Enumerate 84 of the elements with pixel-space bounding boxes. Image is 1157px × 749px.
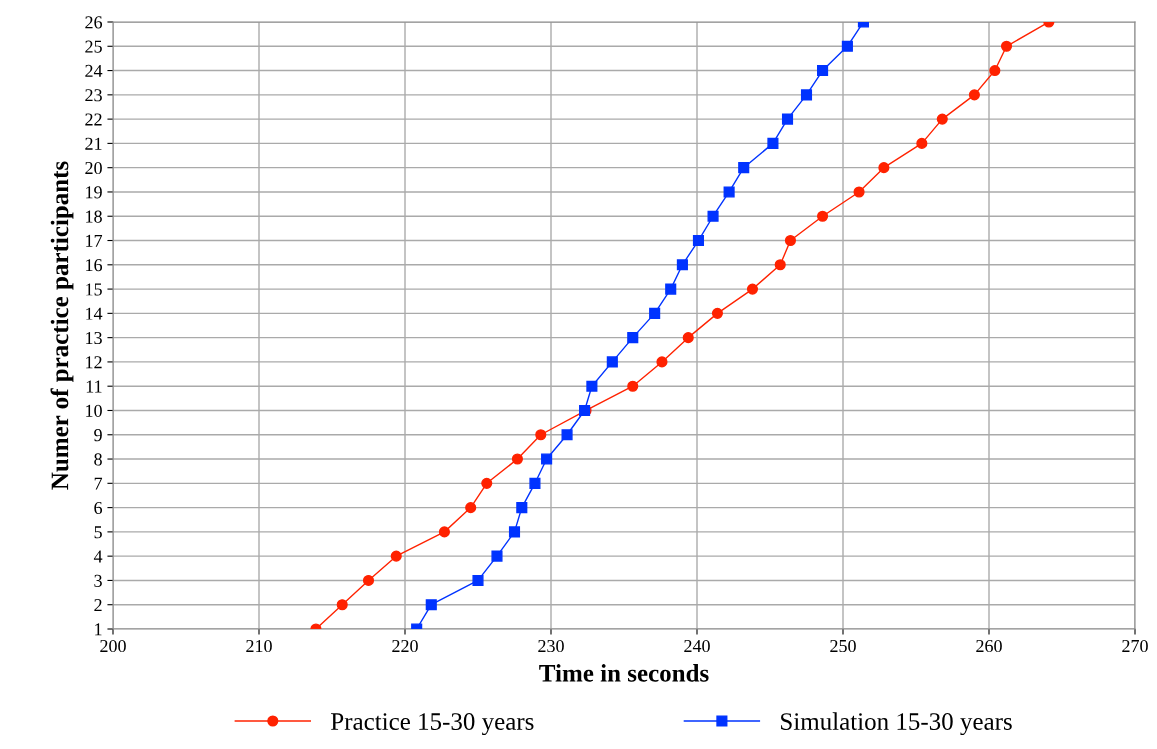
point bbox=[425, 599, 437, 611]
point bbox=[649, 307, 661, 319]
x-tick-label: 210 bbox=[246, 639, 272, 653]
point bbox=[541, 453, 553, 465]
y-tick-label: 25 bbox=[85, 40, 102, 53]
point bbox=[784, 234, 796, 247]
y-tick-label: 10 bbox=[86, 404, 102, 417]
point bbox=[511, 453, 523, 465]
y-tick-label: 2 bbox=[94, 599, 102, 611]
point bbox=[916, 137, 928, 149]
point bbox=[472, 574, 484, 586]
y-tick-label: 1 bbox=[95, 623, 102, 636]
y-tick-label: 23 bbox=[85, 89, 102, 102]
point bbox=[767, 137, 779, 149]
x-tick-label: 270 bbox=[1122, 639, 1148, 653]
y-tick-label: 15 bbox=[86, 283, 102, 296]
x-tick-label: 230 bbox=[538, 639, 564, 653]
y-tick-label: 14 bbox=[86, 307, 103, 320]
point bbox=[516, 502, 528, 514]
point bbox=[692, 234, 705, 247]
y-tick-label: 22 bbox=[85, 113, 102, 126]
point bbox=[989, 65, 1001, 77]
point bbox=[853, 186, 865, 198]
point bbox=[682, 332, 694, 344]
y-tick-label: 26 bbox=[85, 16, 103, 29]
y-tick-label: 4 bbox=[93, 550, 103, 563]
point bbox=[817, 65, 829, 77]
y-tick-label: 19 bbox=[86, 186, 102, 199]
point bbox=[656, 356, 668, 368]
point bbox=[561, 429, 573, 441]
legend-label: Simulation 15-30 years bbox=[781, 712, 1012, 736]
point bbox=[481, 477, 493, 489]
point bbox=[711, 307, 723, 319]
x-axis-title: Time in seconds bbox=[539, 664, 709, 682]
x-tick-label: 260 bbox=[976, 639, 1002, 653]
point bbox=[390, 550, 402, 562]
y-tick-label: 7 bbox=[94, 477, 103, 490]
x-tick-label: 220 bbox=[392, 639, 418, 653]
point bbox=[336, 599, 348, 611]
point bbox=[774, 259, 786, 271]
y-tick-label: 13 bbox=[86, 331, 102, 345]
y-axis-title: Numer of practice participants bbox=[50, 161, 74, 490]
point bbox=[936, 113, 948, 125]
point bbox=[665, 283, 677, 295]
point bbox=[535, 429, 547, 441]
point bbox=[800, 89, 813, 101]
y-tick-label: 3 bbox=[94, 574, 102, 587]
y-tick-label: 9 bbox=[94, 429, 102, 442]
point bbox=[738, 162, 750, 174]
point bbox=[746, 283, 759, 295]
point bbox=[781, 113, 794, 125]
y-tick-label: 18 bbox=[86, 210, 102, 223]
y-tick-label: 17 bbox=[86, 234, 103, 247]
point bbox=[627, 380, 639, 392]
x-tick-label: 250 bbox=[830, 639, 856, 653]
x-tick-label: 200 bbox=[100, 639, 126, 653]
point bbox=[465, 502, 477, 514]
x-tick-label: 240 bbox=[684, 639, 710, 653]
y-tick-label: 24 bbox=[85, 64, 103, 77]
y-tick-label: 5 bbox=[94, 526, 102, 539]
point bbox=[362, 574, 375, 586]
point bbox=[723, 186, 735, 198]
y-tick-label: 8 bbox=[94, 453, 102, 466]
point bbox=[508, 526, 521, 538]
y-tick-label: 20 bbox=[85, 161, 102, 175]
point bbox=[841, 40, 853, 52]
point bbox=[606, 356, 618, 368]
point bbox=[491, 550, 503, 562]
y-tick-label: 21 bbox=[85, 137, 102, 150]
point bbox=[529, 477, 541, 489]
point bbox=[438, 526, 450, 538]
point bbox=[968, 89, 980, 101]
point bbox=[817, 210, 829, 222]
point bbox=[586, 380, 598, 392]
y-tick-label: 12 bbox=[86, 356, 102, 369]
point bbox=[878, 162, 890, 174]
point bbox=[707, 210, 719, 222]
legend-label: Practice 15-30 years bbox=[331, 713, 534, 736]
point bbox=[1000, 40, 1013, 52]
point bbox=[676, 259, 688, 271]
y-tick-label: 16 bbox=[86, 259, 103, 272]
y-tick-label: 11 bbox=[86, 380, 102, 393]
point bbox=[627, 332, 639, 344]
y-tick-label: 6 bbox=[94, 501, 103, 515]
